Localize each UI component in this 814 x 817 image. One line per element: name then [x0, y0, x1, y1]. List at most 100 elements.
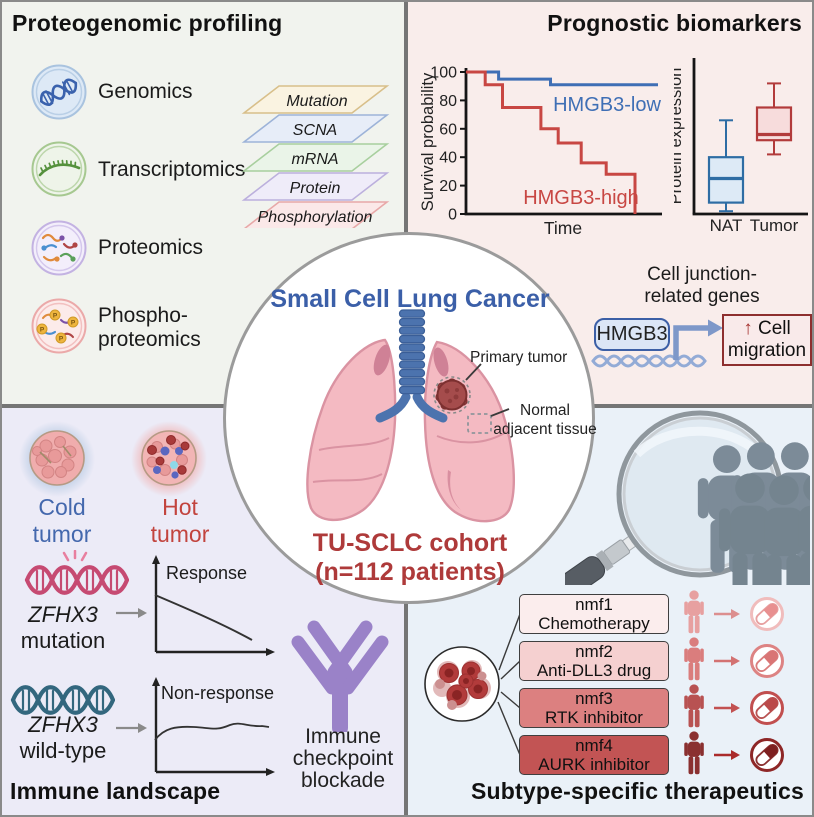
layer-label-scna: SCNA — [293, 122, 337, 139]
hot-tumor-icon — [131, 421, 207, 497]
right-arrow-icon — [116, 608, 147, 618]
primary-tumor-label: Primary tumor — [470, 349, 568, 366]
omics-label-genomics: Genomics — [98, 80, 193, 103]
survival-xlabel: Time — [544, 218, 582, 238]
cold-tumor-icon — [19, 421, 95, 497]
svg-text:80: 80 — [439, 93, 457, 110]
omics-row-phosphoproteomics: P P P P — [31, 298, 87, 359]
rna-icon — [31, 141, 87, 197]
svg-text:P: P — [71, 320, 76, 327]
nonresponse-graph: Non-response — [152, 677, 275, 776]
transcription-arrow-icon — [673, 319, 723, 360]
svg-text:P: P — [53, 313, 58, 320]
right-arrow-icon — [714, 750, 740, 760]
hot-tumor-label: Hot tumor — [150, 494, 210, 547]
patient-icon — [683, 684, 707, 732]
center-circle — [223, 232, 595, 604]
hmgb3-gene-box: HMGB3 — [594, 318, 670, 351]
patient-icon — [683, 590, 707, 638]
layer-label-protein: Protein — [290, 180, 341, 197]
tumor-cell-cluster-icon — [424, 646, 500, 722]
cell-junction-heading: Cell junction- related genes — [644, 264, 760, 307]
subtype-box-nmf4: nmf4 AURK inhibitor — [519, 735, 669, 775]
layer-label-mrna: mRNA — [291, 151, 338, 168]
pill-icon — [750, 644, 784, 678]
cell-migration-box: ↑ Cell migration — [722, 314, 812, 366]
magnifier-cohort-icon — [565, 410, 810, 585]
data-layer-stack: Mutation SCNA mRNA Protein Phosphorylati… — [241, 85, 390, 228]
layer-label-phosphorylation: Phosphorylation — [258, 209, 373, 226]
cohort-people-icons — [698, 442, 810, 585]
survival-y-ticks: 100 80 60 40 20 0 — [430, 65, 457, 224]
nat-pointer — [490, 408, 510, 417]
trachea — [375, 309, 448, 423]
primary-tumor-pointer — [465, 363, 482, 381]
antibody-icon — [291, 620, 389, 732]
svg-text:20: 20 — [439, 178, 457, 195]
omics-row-proteomics — [31, 220, 87, 281]
protein-squiggles-icon — [31, 220, 87, 276]
protein-expression-boxplot: Protein expression NAT Tumor — [674, 58, 808, 235]
dna-icon — [31, 64, 87, 120]
nat-label: Normal adjacent tissue — [493, 402, 597, 438]
subtype-title: Subtype-specific therapeutics — [471, 778, 804, 804]
prognostic-title: Prognostic biomarkers — [547, 10, 802, 36]
omics-label-proteomics: Proteomics — [98, 236, 204, 259]
zfhx3-mutated-dna-icon — [24, 550, 129, 595]
nat-category-label: NAT — [710, 216, 743, 235]
right-arrow-icon — [714, 656, 740, 666]
response-graph: Response — [152, 555, 275, 656]
omics-label-phosphoproteomics: Phospho- proteomics — [98, 304, 201, 351]
icb-label: Immune checkpoint blockade — [292, 725, 394, 792]
svg-text:P: P — [40, 327, 45, 334]
layer-label-mutation: Mutation — [286, 93, 347, 110]
dna-strand-icon — [591, 354, 707, 368]
hmgb3-high-curve — [466, 70, 637, 214]
pill-icon — [750, 691, 784, 725]
right-arrow-icon — [714, 609, 740, 619]
phospho-squiggles-icon: P P P P — [31, 298, 87, 354]
subtype-box-nmf1: nmf1 Chemotherapy — [519, 594, 669, 634]
lungs-illustration — [306, 309, 515, 523]
cohort-label: TU-SCLC cohort (n=112 patients) — [312, 529, 508, 586]
subtype-box-nmf2: nmf2 Anti-DLL3 drug — [519, 641, 669, 681]
hmgb3-high-label: HMGB3-high — [523, 187, 639, 209]
svg-text:0: 0 — [448, 207, 457, 224]
survival-curve-chart: 100 80 60 40 20 0 Survival probability H… — [420, 65, 662, 238]
patient-icon — [683, 731, 707, 779]
zfhx3-mutation-label: ZFHX3 mutation — [20, 602, 106, 653]
nat-box — [707, 119, 745, 213]
pill-icon — [750, 738, 784, 772]
patient-icon — [683, 637, 707, 685]
hmgb3-low-label: HMGB3-low — [553, 94, 661, 116]
up-arrow-icon: ↑ — [743, 318, 753, 339]
survival-ylabel: Survival probability — [420, 72, 437, 211]
svg-text:100: 100 — [430, 65, 457, 82]
subtype-connector-lines — [497, 613, 521, 756]
omics-row-genomics — [31, 64, 87, 125]
tumor-box — [755, 82, 793, 156]
immune-title: Immune landscape — [10, 778, 221, 804]
pill-icon — [750, 597, 784, 631]
omics-label-transcriptomics: Transcriptomics — [98, 158, 246, 181]
cold-tumor-label: Cold tumor — [32, 494, 92, 547]
boxplot-ylabel: Protein expression — [674, 68, 685, 205]
proteogenomic-title: Proteogenomic profiling — [12, 10, 283, 36]
response-label: Response — [166, 563, 247, 583]
sclc-title: Small Cell Lung Cancer — [270, 285, 550, 313]
subtype-box-nmf3: nmf3 RTK inhibitor — [519, 688, 669, 728]
right-arrow-icon — [714, 703, 740, 713]
hmgb3-low-curve — [466, 70, 658, 87]
svg-text:40: 40 — [439, 150, 457, 167]
right-arrow-icon — [116, 723, 147, 733]
magnifier-handle — [565, 534, 639, 585]
svg-text:P: P — [59, 336, 64, 343]
nonresponse-label: Non-response — [161, 683, 274, 703]
tumor-category-label: Tumor — [750, 216, 799, 235]
omics-row-transcriptomics — [31, 141, 87, 202]
nat-dashed-square — [467, 413, 492, 434]
zfhx3-wildtype-label: ZFHX3 wild-type — [19, 712, 107, 763]
zfhx3-wildtype-dna-icon — [10, 685, 115, 715]
primary-tumor-blob — [433, 376, 471, 414]
